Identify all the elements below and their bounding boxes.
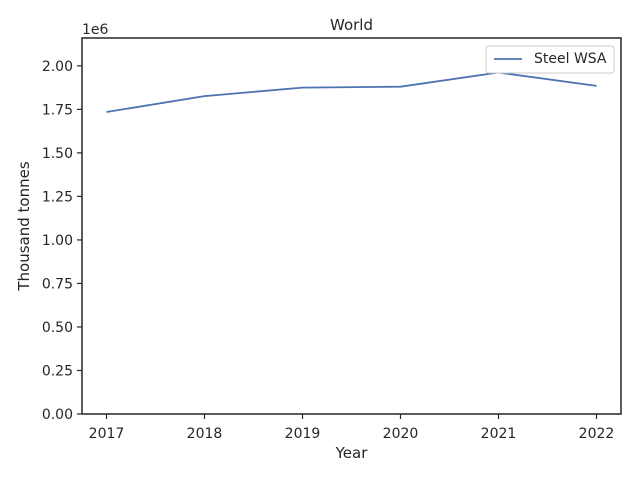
y-tick-label: 1.50 (42, 146, 73, 162)
x-tick-label: 2022 (579, 426, 615, 442)
y-axis-title: Thousand tonnes (15, 161, 33, 291)
y-tick-label: 0.50 (42, 320, 73, 336)
x-tick-label: 2021 (481, 426, 517, 442)
x-axis-title: Year (335, 444, 369, 462)
y-tick-label: 1.25 (42, 189, 73, 205)
x-tick-label: 2020 (383, 426, 419, 442)
y-axis-ticks: 0.00 0.25 0.50 0.75 1.00 1.25 1.50 1.75 2.00 (42, 59, 82, 423)
chart-title: World (330, 16, 373, 34)
x-tick-label: 2017 (89, 426, 125, 442)
y-tick-label: 1.75 (42, 102, 73, 118)
y-tick-label: 0.75 (42, 276, 73, 292)
y-tick-label: 2.00 (42, 59, 73, 75)
y-offset-label: 1e6 (82, 22, 109, 38)
series-line-0 (106, 71, 597, 113)
legend-label: Steel WSA (534, 51, 607, 67)
x-tick-label: 2018 (187, 426, 223, 442)
legend-box (485, 45, 615, 74)
y-tick-label: 1.00 (42, 233, 73, 249)
plot-frame (81, 37, 622, 415)
y-tick-label: 0.25 (42, 363, 73, 379)
legend: Steel WSA (485, 45, 615, 74)
y-tick-label: 0.00 (42, 407, 73, 423)
x-tick-label: 2019 (285, 426, 321, 442)
series-layer (106, 71, 597, 113)
x-axis-ticks: 2017 2018 2019 2020 2021 2022 (89, 414, 615, 442)
